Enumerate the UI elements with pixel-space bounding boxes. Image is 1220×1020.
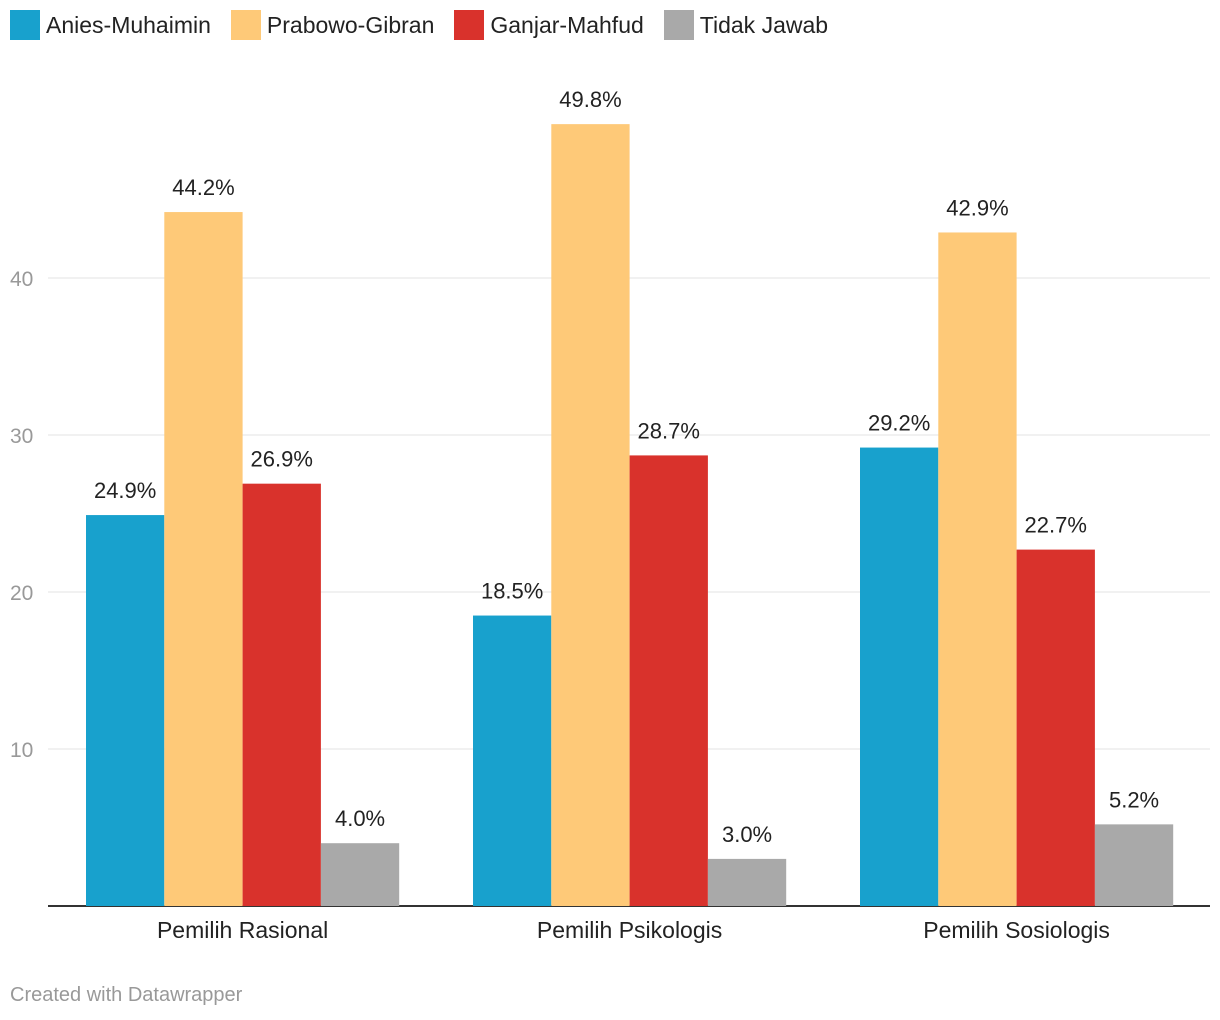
- legend-label-tidak-jawab: Tidak Jawab: [699, 11, 829, 38]
- legend-swatch-prabowo-gibran: [230, 10, 261, 40]
- y-tick-label-10: 10: [10, 739, 33, 762]
- bar-ganjar-mahfud-2: [629, 455, 708, 906]
- bar-ganjar-mahfud-1: [242, 483, 321, 906]
- legend-label-anies-muhaimin: Anies-Muhaimin: [46, 11, 211, 38]
- legend-item-ganjar-mahfud: Ganjar-Mahfud: [454, 10, 644, 40]
- bar-prabowo-gibran-1: [164, 212, 243, 906]
- legend-swatch-ganjar-mahfud: [454, 10, 485, 40]
- bar-anies-muhaimin-1: [86, 515, 165, 906]
- data-label-anies-muhaimin-2: 18.5%: [481, 579, 543, 604]
- x-tick-label-2: Pemilih Psikologis: [537, 917, 722, 943]
- data-label-tidak-jawab-1: 4.0%: [335, 806, 385, 831]
- x-tick-label-3: Pemilih Sosiologis: [923, 917, 1110, 943]
- legend-swatch-anies-muhaimin: [10, 10, 40, 40]
- credit-text: Created with Datawrapper: [10, 984, 243, 1006]
- legend-item-prabowo-gibran: Prabowo-Gibran: [230, 10, 435, 40]
- data-label-prabowo-gibran-3: 42.9%: [946, 195, 1008, 220]
- y-tick-label-40: 40: [10, 268, 33, 291]
- bar-tidak-jawab-2: [707, 858, 787, 906]
- data-label-anies-muhaimin-1: 24.9%: [94, 478, 156, 503]
- legend-swatch-tidak-jawab: [663, 10, 694, 40]
- data-label-prabowo-gibran-2: 49.8%: [559, 87, 621, 112]
- data-label-anies-muhaimin-3: 29.2%: [868, 411, 930, 436]
- bar-prabowo-gibran-2: [551, 124, 630, 906]
- data-label-ganjar-mahfud-2: 28.7%: [638, 418, 700, 443]
- bar-chart: 10 20 30 40 24.9% 44.2% 26.9% 4.0% Pemilih Rasio…: [10, 87, 1210, 943]
- data-label-ganjar-mahfud-3: 22.7%: [1025, 513, 1087, 538]
- legend-item-tidak-jawab: Tidak Jawab: [663, 10, 829, 40]
- chart-legend: Anies-Muhaimin Prabowo-Gibran Ganjar-Mah…: [10, 10, 828, 40]
- bar-prabowo-gibran-3: [938, 232, 1017, 907]
- bar-anies-muhaimin-3: [860, 447, 939, 906]
- data-label-prabowo-gibran-1: 44.2%: [172, 175, 234, 200]
- bar-tidak-jawab-1: [320, 843, 400, 906]
- y-tick-label-30: 30: [10, 425, 33, 448]
- legend-label-ganjar-mahfud: Ganjar-Mahfud: [490, 11, 644, 38]
- data-label-tidak-jawab-3: 5.2%: [1109, 787, 1159, 812]
- legend-item-anies-muhaimin: Anies-Muhaimin: [10, 10, 211, 40]
- y-tick-label-20: 20: [10, 582, 33, 605]
- bar-tidak-jawab-3: [1094, 824, 1174, 906]
- data-label-ganjar-mahfud-1: 26.9%: [251, 447, 313, 472]
- bar-anies-muhaimin-2: [473, 615, 552, 906]
- data-label-tidak-jawab-2: 3.0%: [722, 822, 772, 847]
- legend-label-prabowo-gibran: Prabowo-Gibran: [266, 11, 435, 38]
- bar-ganjar-mahfud-3: [1016, 549, 1095, 906]
- x-tick-label-1: Pemilih Rasional: [157, 917, 328, 943]
